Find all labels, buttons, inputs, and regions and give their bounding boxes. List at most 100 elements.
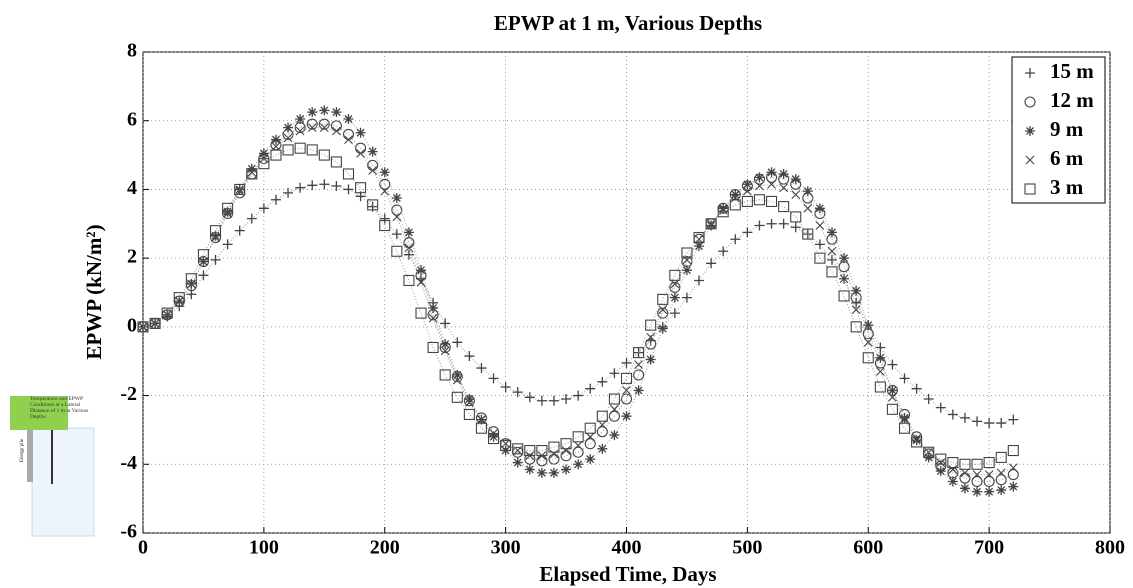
marker	[235, 186, 245, 196]
marker	[912, 434, 921, 443]
marker	[657, 293, 669, 305]
marker	[935, 466, 946, 477]
marker	[803, 203, 813, 213]
marker	[452, 369, 463, 380]
x-tick-label: 300	[491, 537, 521, 559]
marker	[524, 392, 535, 403]
marker	[742, 186, 752, 196]
marker	[173, 292, 185, 304]
marker	[307, 107, 318, 118]
marker	[778, 168, 789, 179]
marker	[379, 167, 390, 178]
marker	[839, 274, 849, 284]
marker	[270, 149, 282, 161]
marker	[634, 360, 643, 370]
marker	[718, 246, 729, 257]
marker	[790, 222, 801, 233]
marker	[343, 113, 354, 124]
marker	[694, 241, 705, 252]
marker	[862, 352, 874, 364]
marker	[464, 351, 475, 362]
x-axis-label: Elapsed Time, Days	[539, 562, 716, 586]
marker	[610, 404, 619, 414]
marker	[995, 474, 1007, 486]
marker	[826, 227, 837, 238]
marker	[778, 218, 789, 229]
marker	[596, 410, 608, 422]
marker	[888, 392, 897, 402]
marker	[283, 187, 294, 198]
legend-label: 3 m	[1050, 175, 1084, 199]
marker	[960, 468, 970, 478]
marker	[1007, 469, 1019, 481]
marker	[984, 470, 994, 479]
marker	[645, 319, 657, 331]
marker	[380, 186, 390, 196]
marker	[211, 233, 220, 242]
marker	[306, 144, 318, 156]
marker	[971, 458, 983, 470]
inset: Temperature and EPWP Conditions at a Lat…	[10, 396, 95, 537]
marker	[778, 201, 790, 213]
marker	[875, 342, 886, 353]
marker	[657, 323, 668, 334]
y-tick-label: 6	[127, 108, 137, 130]
marker	[717, 206, 729, 218]
marker	[488, 431, 499, 442]
marker	[863, 320, 874, 331]
marker	[597, 420, 607, 430]
marker	[512, 443, 524, 455]
marker	[622, 386, 631, 395]
marker	[572, 431, 584, 443]
marker	[464, 398, 474, 407]
marker	[548, 441, 560, 453]
series	[138, 123, 1018, 479]
marker	[475, 422, 488, 434]
marker	[839, 253, 850, 264]
marker	[645, 354, 656, 365]
marker	[802, 228, 814, 240]
inset-caption-box: Temperature and EPWP Conditions at a Lat…	[30, 396, 88, 420]
marker	[234, 183, 246, 195]
marker	[753, 194, 766, 206]
marker	[318, 149, 330, 161]
marker	[730, 193, 740, 203]
marker	[959, 483, 970, 494]
marker	[620, 393, 633, 405]
marker	[815, 221, 825, 230]
marker	[754, 220, 765, 231]
marker	[765, 195, 778, 208]
y-tick-label: -4	[120, 452, 137, 474]
marker	[344, 135, 353, 144]
marker	[306, 118, 318, 130]
marker	[585, 454, 596, 465]
marker	[729, 199, 741, 211]
marker	[536, 467, 547, 478]
marker	[282, 144, 294, 156]
marker	[838, 290, 850, 302]
marker	[561, 446, 571, 455]
x-tick-label: 100	[249, 537, 279, 559]
marker	[162, 310, 172, 320]
marker	[972, 486, 983, 497]
marker	[319, 123, 329, 132]
marker	[391, 193, 402, 204]
marker	[307, 180, 318, 191]
x-tick-label: 500	[732, 537, 762, 559]
series	[137, 142, 1019, 470]
marker	[548, 467, 559, 478]
marker	[355, 182, 367, 194]
marker	[705, 218, 717, 230]
marker	[307, 123, 317, 132]
marker	[609, 430, 620, 441]
x-tick-label: 200	[370, 537, 400, 559]
marker	[983, 457, 995, 469]
marker	[451, 391, 463, 403]
marker	[633, 385, 644, 396]
marker	[536, 444, 548, 457]
marker	[524, 444, 536, 457]
marker	[440, 339, 451, 350]
legend-marker	[1025, 126, 1035, 136]
marker	[972, 470, 982, 479]
